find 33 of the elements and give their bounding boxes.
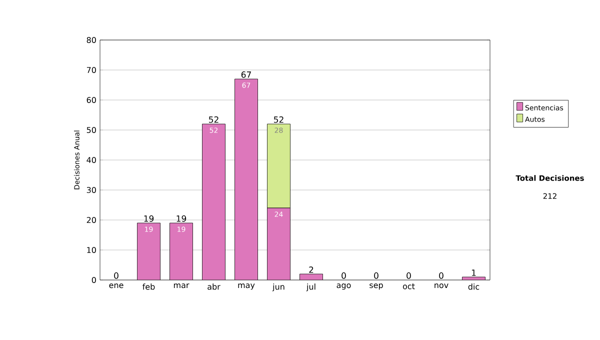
total-label: 1 — [472, 270, 476, 276]
x-tick-label: mar — [174, 284, 190, 288]
x-tick-label: dic — [468, 284, 480, 290]
total-label: 0 — [374, 272, 378, 279]
total-label: 67 — [241, 71, 251, 78]
x-tick-label: nov — [434, 284, 448, 288]
x-tick-label: ago — [336, 284, 351, 290]
total-label: 52 — [209, 116, 218, 123]
y-tick-label: 10 — [87, 246, 96, 254]
x-tick-label: abr — [208, 284, 220, 290]
total-label: 2 — [309, 266, 314, 273]
total-label: 0 — [114, 272, 118, 279]
total-label: 19 — [176, 215, 186, 222]
total-label: 0 — [406, 272, 411, 279]
x-tick-label: oct — [402, 284, 415, 290]
x-tick-label: ene — [109, 284, 124, 288]
y-tick-label: 50 — [86, 126, 96, 134]
y-tick-label: 20 — [86, 216, 96, 224]
y-tick-label: 40 — [86, 156, 96, 164]
y-tick-label: 30 — [86, 186, 96, 194]
y-tick-label: 60 — [86, 96, 96, 104]
x-tick-label: jul — [306, 284, 316, 292]
total-label: 0 — [439, 272, 444, 279]
y-tick-label: 0 — [92, 276, 96, 284]
x-tick-label: sep — [370, 284, 383, 290]
x-tick-label: may — [238, 284, 255, 290]
x-tick-label: feb — [142, 284, 155, 290]
total-label: 52 — [274, 116, 284, 123]
x-tick-label: jun — [272, 284, 284, 292]
total-label: 0 — [342, 272, 346, 279]
total-label: 19 — [144, 215, 154, 222]
y-tick-label: 80 — [86, 36, 96, 44]
y-tick-label: 70 — [86, 66, 96, 74]
